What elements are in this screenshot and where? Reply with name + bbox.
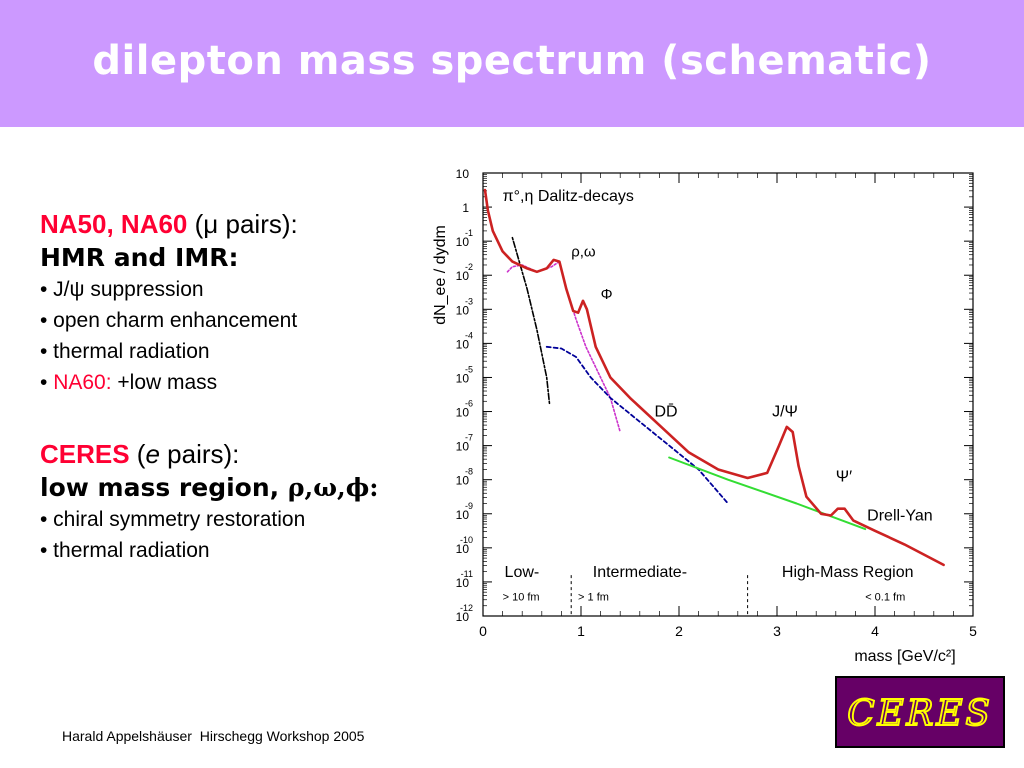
y-tick-exponent: -5 xyxy=(465,364,473,374)
y-tick-label: 1 xyxy=(462,201,469,215)
y-axis-label: dN_ee / dydm xyxy=(432,225,449,325)
curve-dalitz xyxy=(511,236,551,406)
y-tick-exponent: -9 xyxy=(465,501,473,511)
y-tick-exponent: -4 xyxy=(465,330,473,340)
plot-frame xyxy=(482,172,974,617)
y-tick-label: 10 xyxy=(456,269,470,283)
y-tick-exponent: -7 xyxy=(465,433,473,443)
ceres-subheading-greek: ρ,ω,ϕ: xyxy=(279,473,379,502)
bullet-chiral-symmetry: • chiral symmetry restoration xyxy=(40,508,306,531)
ceres-subheading-text: low mass region, xyxy=(40,473,280,502)
y-tick-label: 10 xyxy=(456,235,470,249)
y-tick-label: 10 xyxy=(456,167,470,181)
text-panel: NA50, NA60 (μ pairs): HMR and IMR: • J/ψ… xyxy=(40,208,440,566)
region-labels: Low- > 10 fm Intermediate- > 1 fm High-Mass … xyxy=(503,564,914,604)
bullet-na60-label: NA60: xyxy=(53,371,112,394)
annotation-dalitz: π°,η Dalitz-decays xyxy=(503,188,634,205)
bullet-prefix: • xyxy=(40,371,54,394)
footer-credit: Harald Appelshäuser Hirschegg Workshop 2… xyxy=(62,728,365,744)
region-label: Intermediate- xyxy=(593,564,687,581)
curve-total xyxy=(483,188,945,567)
x-axis-label: mass [GeV/c²] xyxy=(854,648,955,665)
bullet-thermal-radiation-2: • thermal radiation xyxy=(40,539,210,562)
y-tick-label: 10 xyxy=(456,337,470,351)
dilepton-mass-chart: 10110-110-210-310-410-510-610-710-810-91… xyxy=(432,167,977,665)
x-tick-label: 4 xyxy=(871,623,879,639)
y-tick-label: 10 xyxy=(456,610,470,624)
y-tick-label: 10 xyxy=(456,576,470,590)
bullet-jpsi: • J/ψ suppression xyxy=(40,278,204,301)
na-subheading: HMR and IMR: xyxy=(40,243,239,272)
title-bar: dilepton mass spectrum (schematic) xyxy=(0,0,1024,127)
x-tick-label: 2 xyxy=(675,623,683,639)
y-tick-exponent: -10 xyxy=(460,535,473,545)
annotation-jpsi: J/Ψ xyxy=(772,404,798,421)
x-tick-label: 5 xyxy=(969,623,977,639)
bullet-open-charm: • open charm enhancement xyxy=(40,309,298,332)
y-tick-exponent: -2 xyxy=(465,262,473,272)
ceres-heading-red: CERES xyxy=(40,439,130,469)
x-axis: 0 1 2 3 4 5 xyxy=(479,173,977,639)
y-tick-label: 10 xyxy=(456,508,470,522)
curve-charm xyxy=(545,345,729,505)
y-tick-label: 10 xyxy=(456,542,470,556)
bullet-low-mass-text: +low mass xyxy=(111,371,218,394)
y-tick-label: 10 xyxy=(456,474,470,488)
y-tick-exponent: -11 xyxy=(461,569,473,579)
annotation-drell-yan: Drell-Yan xyxy=(867,508,933,525)
logo-wordmark: CERES xyxy=(847,693,993,734)
na-heading: NA50, NA60 (μ pairs): xyxy=(40,208,440,241)
region-sublabel: < 0.1 fm xyxy=(865,592,905,604)
y-tick-label: 10 xyxy=(456,440,470,454)
curve-annotations: π°,η Dalitz-decays ρ,ω Φ DD̄ J/Ψ Ψ′ Drell-Yan xyxy=(503,188,933,525)
y-tick-exponent: -6 xyxy=(465,399,473,409)
region-label: Low- xyxy=(505,564,540,581)
ceres-heading: CERES (e pairs): xyxy=(40,438,440,471)
y-tick-exponent: -12 xyxy=(460,603,473,613)
region-sublabel: > 10 fm xyxy=(503,592,540,604)
annotation-rho-omega: ρ,ω xyxy=(571,243,596,260)
annotation-phi: Φ xyxy=(601,286,613,303)
y-tick-exponent: -8 xyxy=(465,467,473,477)
na-heading-red: NA50, NA60 xyxy=(40,209,188,239)
x-tick-label: 1 xyxy=(577,623,585,639)
x-tick-label: 3 xyxy=(773,623,781,639)
region-boundaries xyxy=(570,575,749,616)
x-tick-label: 0 xyxy=(479,623,487,639)
curves xyxy=(483,188,945,567)
y-tick-label: 10 xyxy=(456,303,470,317)
slide-title: dilepton mass spectrum (schematic) xyxy=(92,38,932,84)
ceres-heading-open: ( xyxy=(129,439,146,469)
bullet-thermal-radiation: • thermal radiation xyxy=(40,340,210,363)
region-label: High-Mass Region xyxy=(782,564,914,581)
ceres-subheading: low mass region, ρ,ω,ϕ: xyxy=(40,471,440,504)
ceres-heading-close: pairs): xyxy=(159,439,240,469)
y-tick-label: 10 xyxy=(456,371,470,385)
bullet-na60-low-mass: • NA60: +low mass xyxy=(40,367,440,398)
annotation-psi-prime: Ψ′ xyxy=(836,468,852,485)
y-axis: 10110-110-210-310-410-510-610-710-810-91… xyxy=(456,167,973,624)
ceres-heading-e: e xyxy=(145,439,160,469)
y-tick-exponent: -3 xyxy=(465,296,473,306)
y-tick-exponent: -1 xyxy=(465,228,473,238)
region-sublabel: > 1 fm xyxy=(578,592,609,604)
ceres-logo: CERES xyxy=(835,676,1005,748)
na-heading-rest: (μ pairs): xyxy=(187,209,298,239)
y-tick-label: 10 xyxy=(456,406,470,420)
annotation-charm: DD̄ xyxy=(655,403,678,420)
